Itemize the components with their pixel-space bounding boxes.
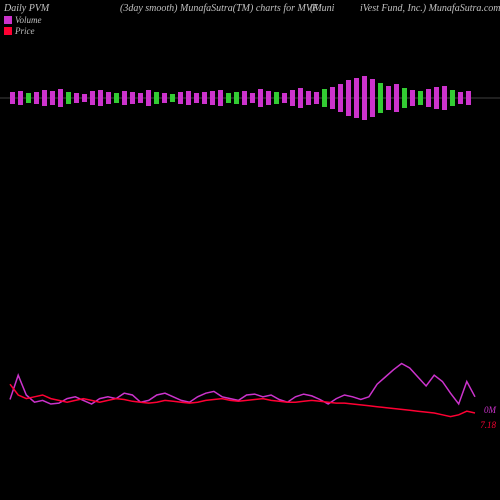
header-center-left: (3day smooth) MunafaSutra(TM) charts for… [120,3,318,14]
header-center-right: (Muni [310,3,334,14]
legend-volume-swatch [4,16,12,24]
axis-label-price: 7.18 [480,420,496,430]
legend-price: Price [4,26,35,36]
chart-svg [0,0,500,500]
legend-volume-label: Volume [15,15,42,25]
legend-price-swatch [4,27,12,35]
header-left: Daily PVM [4,3,49,14]
axis-label-volume: 0M [484,405,496,415]
legend-price-label: Price [15,26,35,36]
legend-volume: Volume [4,15,42,25]
header-right: iVest Fund, Inc.) MunafaSutra.com [360,3,500,14]
